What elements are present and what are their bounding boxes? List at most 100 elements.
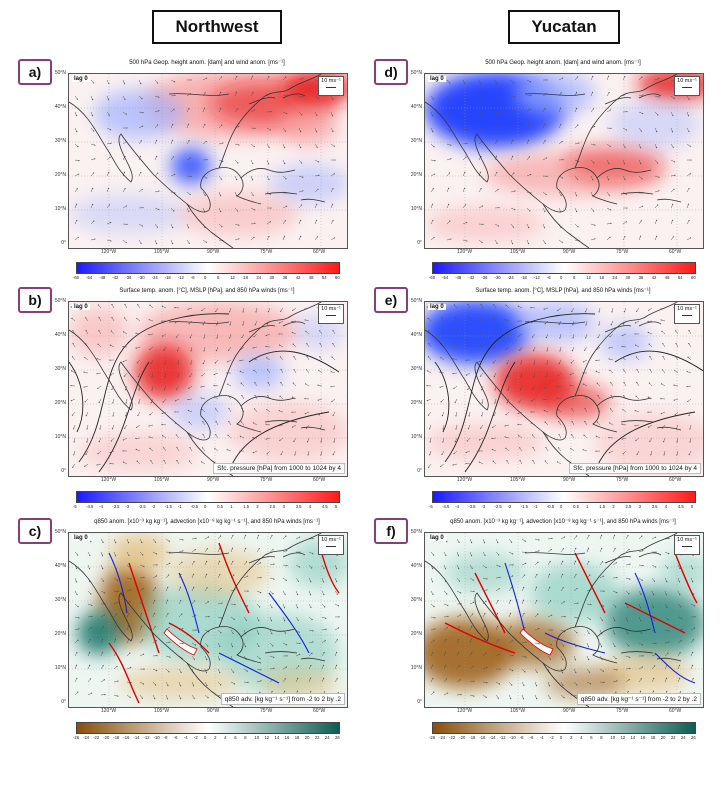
- colorbar-tick: 8: [244, 735, 247, 740]
- colorbar-tick: 3: [638, 504, 641, 509]
- latitude-label: 0°: [417, 240, 422, 246]
- longitude-label: 120°W: [457, 477, 473, 483]
- latitude-label: 0°: [61, 699, 66, 705]
- reference-vector-label: 10 ms⁻¹: [677, 78, 697, 84]
- colorbar-tick: -4.5: [442, 504, 450, 509]
- colorbar-tick: 1: [230, 504, 233, 509]
- colorbar-tick: -2: [549, 735, 554, 740]
- longitude-label: 60°W: [669, 708, 682, 714]
- colorbar-tick: 18: [294, 735, 300, 740]
- panel-label: f): [374, 518, 408, 544]
- colorbar-tick: -16: [123, 735, 130, 740]
- latitude-label: 40°N: [54, 563, 66, 569]
- colorbar: [76, 491, 340, 503]
- colorbar-tick: -54: [86, 275, 93, 280]
- colorbar-tick: 6: [590, 735, 593, 740]
- lag-label: lag 0: [428, 304, 446, 310]
- colorbar-tick: -48: [455, 275, 462, 280]
- longitude-label: 120°W: [101, 477, 117, 483]
- colorbar-tick: 54: [677, 275, 683, 280]
- colorbar-tick: -54: [442, 275, 449, 280]
- reference-vector-label: 10 ms⁻¹: [677, 306, 697, 312]
- colorbar-tick: -3.5: [468, 504, 476, 509]
- colorbar-tick: -26: [73, 735, 80, 740]
- longitude-label: 60°W: [313, 477, 326, 483]
- longitude-label: 90°W: [563, 477, 576, 483]
- latitude-label: 10°N: [54, 434, 66, 440]
- longitude-label: 75°W: [260, 477, 273, 483]
- longitude-label: 90°W: [563, 708, 576, 714]
- colorbar-tick: 8: [600, 735, 603, 740]
- latitude-label: 30°N: [54, 366, 66, 372]
- map-panel-d: lag 0 10 ms⁻¹: [424, 73, 704, 249]
- colorbar-tick: 36: [282, 275, 288, 280]
- colorbar-tick: 4: [224, 735, 227, 740]
- colorbar-tick: 0.5: [573, 504, 579, 509]
- colorbar-tick: -18: [164, 275, 171, 280]
- colorbar-tick: 54: [321, 275, 327, 280]
- longitude-label: 90°W: [207, 477, 220, 483]
- colorbar-tick: -3: [125, 504, 130, 509]
- map-panel-c: lag 0 10 ms⁻¹ q850 adv. [kg kg⁻¹ s⁻¹] from…: [68, 532, 348, 708]
- lag-label: lag 0: [72, 76, 90, 82]
- map-panel-e: lag 0 10 ms⁻¹ Sfc. pressure [hPa] from 100…: [424, 301, 704, 477]
- reference-arrow: [326, 87, 336, 88]
- wind-vectors: [70, 303, 336, 469]
- longitude-label: 90°W: [563, 249, 576, 255]
- colorbar-tick: -22: [93, 735, 100, 740]
- latitude-label: 30°N: [410, 366, 422, 372]
- longitude-label: 60°W: [669, 477, 682, 483]
- latitude-label: 20°N: [410, 172, 422, 178]
- colorbar-tick: -3.5: [112, 504, 120, 509]
- colorbar-tick: -8: [519, 735, 524, 740]
- latitude-label: 10°N: [410, 206, 422, 212]
- panel-label: a): [18, 59, 52, 85]
- colorbar: [432, 491, 696, 503]
- colorbar-tick: -30: [494, 275, 501, 280]
- graticule: [425, 302, 703, 476]
- colorbar-tick: -8: [163, 735, 168, 740]
- panel-title: 500 hPa Geop. height anom. [dam] and win…: [485, 60, 641, 66]
- longitude-label: 75°W: [260, 708, 273, 714]
- column-header-yucatan: Yucatan: [508, 10, 620, 44]
- colorbar-tick: 0: [560, 275, 563, 280]
- graticule: [69, 302, 347, 476]
- longitude-label: 75°W: [616, 477, 629, 483]
- colorbar-tick: -26: [429, 735, 436, 740]
- longitude-label: 105°W: [510, 708, 526, 714]
- colorbar-tick: -22: [449, 735, 456, 740]
- colorbar-tick: -16: [479, 735, 486, 740]
- colorbar-tick: 4: [308, 504, 312, 509]
- colorbar-tick: -6: [529, 735, 534, 740]
- latitude-label: 40°N: [410, 104, 422, 110]
- reference-arrow: [682, 315, 692, 316]
- colorbar-tick: 3.5: [651, 504, 658, 509]
- lag-label: lag 0: [428, 535, 446, 541]
- colorbar-tick: 42: [651, 275, 657, 280]
- colorbar-tick: -24: [439, 735, 446, 740]
- reference-vector: 10 ms⁻¹: [674, 535, 700, 555]
- colorbar-tick: 22: [670, 735, 676, 740]
- latitude-label: 40°N: [54, 104, 66, 110]
- colorbar-tick: 60: [691, 275, 696, 280]
- longitude-label: 120°W: [101, 249, 117, 255]
- colorbar-tick: 42: [295, 275, 301, 280]
- colorbar-tick: 4.5: [677, 504, 684, 509]
- panel-label: d): [374, 59, 408, 85]
- latitude-label: 10°N: [54, 206, 66, 212]
- colorbar-tick: -10: [153, 735, 160, 740]
- longitude-label: 60°W: [669, 249, 682, 255]
- latitude-label: 20°N: [410, 631, 422, 637]
- latitude-label: 20°N: [410, 400, 422, 406]
- colorbar-tick: 26: [335, 735, 340, 740]
- map-panel-b: lag 0 10 ms⁻¹ Sfc. pressure [hPa] from 100…: [68, 301, 348, 477]
- colorbar-tick: -14: [489, 735, 496, 740]
- latitude-label: 10°N: [410, 434, 422, 440]
- map-field: [425, 302, 703, 476]
- colorbar-tick: 0.5: [217, 504, 223, 509]
- reference-vector-label: 10 ms⁻¹: [321, 306, 341, 312]
- panel-title: 500 hPa Geop. height anom. [dam] and win…: [129, 60, 285, 66]
- colorbar-tick: -42: [468, 275, 475, 280]
- coastline: [69, 302, 326, 476]
- colorbar-tick: 2: [256, 504, 259, 509]
